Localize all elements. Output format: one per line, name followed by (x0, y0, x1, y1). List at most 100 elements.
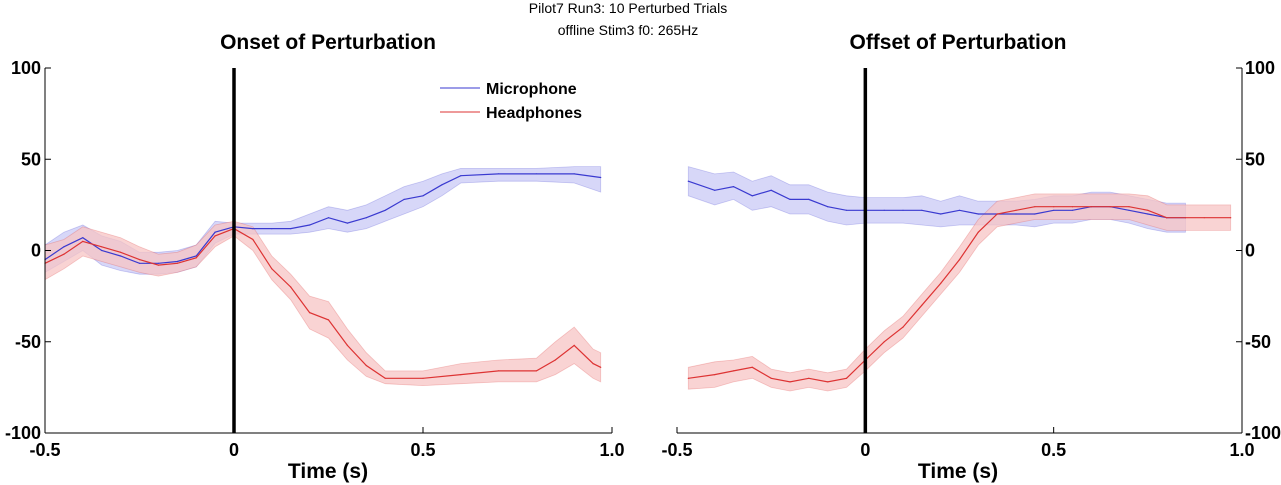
onset-headphones-point (138, 259, 141, 261)
onset-headphones-point (271, 268, 273, 270)
onset-x-ticks: -0.5 0 0.5 1.0 (29, 427, 625, 460)
onset-microphone-point (214, 231, 216, 233)
offset-headphones-point (940, 282, 942, 284)
onset-headphones-point (422, 377, 424, 379)
offset-headphones-point (1166, 217, 1168, 219)
onset-y-tick-label: -100 (5, 423, 41, 443)
onset-panel: Onset of Perturbation -100 -50 0 50 100 -0.5… (5, 31, 625, 483)
onset-microphone-point (157, 262, 159, 264)
legend-headphones-label: Headphones (486, 105, 582, 122)
onset-microphone-point (138, 262, 141, 264)
onset-x-axis-label: Time (s) (288, 460, 368, 483)
offset-headphones-point (714, 374, 716, 376)
offset-headphones-point (977, 231, 979, 233)
offset-microphone-point (845, 209, 848, 211)
offset-panel-title: Offset of Perturbation (849, 31, 1066, 54)
offset-y-tick-label: 50 (1245, 149, 1265, 169)
onset-microphone-point (63, 246, 65, 248)
onset-headphones-point (384, 377, 386, 379)
onset-x-tick-label: 0 (229, 440, 239, 460)
onset-headphones-point (82, 240, 84, 242)
offset-microphone-point (1034, 213, 1036, 215)
offset-headphones-point (732, 370, 735, 372)
onset-headphones-point (592, 363, 594, 365)
offset-x-tick-label: 0.5 (1041, 440, 1066, 460)
onset-y-tick-label: 100 (11, 58, 41, 78)
onset-headphones-point (309, 312, 311, 314)
offset-lines (687, 180, 1232, 383)
onset-microphone-point (309, 224, 311, 226)
offset-headphones-point (883, 341, 885, 343)
onset-microphone-point (384, 209, 386, 211)
onset-headphones-point (252, 238, 254, 241)
offset-headphones-point (845, 377, 848, 379)
offset-headphones-point (1053, 206, 1055, 208)
offset-microphone-point (827, 206, 829, 208)
offset-microphone-point (732, 186, 735, 188)
onset-y-tick-label: -50 (15, 332, 41, 352)
offset-headphones-point (808, 377, 810, 379)
onset-microphone-point (460, 175, 462, 177)
legend-microphone-label: Microphone (486, 81, 577, 98)
offset-microphone-point (751, 195, 753, 197)
offset-headphones-point (1109, 206, 1111, 208)
offset-x-tick-label: 0 (860, 440, 870, 460)
onset-microphone-point (365, 217, 367, 219)
offset-headphones-point (1034, 206, 1036, 208)
offset-headphones-point (1184, 217, 1187, 219)
offset-headphones-point (687, 377, 689, 379)
offset-headphones-point (1230, 217, 1232, 219)
onset-headphones-point (346, 344, 348, 346)
onset-microphone-point (403, 198, 405, 200)
onset-headphones-point (600, 366, 602, 368)
onset-microphone-point (422, 195, 424, 197)
offset-microphone-point (1015, 213, 1017, 215)
onset-headphones-point (535, 370, 538, 372)
onset-microphone-point (327, 217, 330, 219)
onset-headphones-point (498, 370, 500, 372)
onset-headphones-point (176, 262, 178, 264)
onset-y-tick-label: 50 (21, 149, 41, 169)
offset-headphones-point (1015, 209, 1017, 211)
offset-microphone-point (687, 180, 689, 182)
onset-headphones-point (554, 359, 556, 361)
onset-microphone-point (120, 255, 122, 257)
figure-suptitle-line1: Pilot7 Run3: 10 Perturbed Trials (529, 0, 727, 16)
figure-suptitle-line2: offline Stim3 f0: 265Hz (558, 22, 699, 38)
offset-microphone-point (902, 209, 904, 211)
offset-headphones-point (1147, 209, 1149, 211)
onset-microphone-point (82, 237, 84, 239)
offset-y-ticks: -100 -50 0 50 100 (1236, 58, 1281, 443)
offset-microphone-point (1128, 209, 1130, 211)
offset-headphones-point (1128, 206, 1130, 208)
offset-microphone-point (808, 198, 810, 200)
offset-microphone-point (883, 209, 885, 211)
onset-headphones-point (101, 246, 103, 248)
onset-headphones-point (195, 257, 197, 259)
onset-microphone-point (600, 176, 602, 179)
onset-microphone-point (290, 228, 292, 230)
onset-headphones-point (460, 374, 462, 376)
offset-headphones-point (902, 326, 904, 328)
onset-microphone-point (195, 255, 197, 257)
offset-y-tick-label: 0 (1245, 241, 1255, 261)
offset-headphones-point (996, 213, 998, 215)
offset-microphone-point (714, 189, 716, 191)
offset-headphones-point (1203, 217, 1205, 219)
onset-x-tick-label: 1.0 (599, 440, 624, 460)
offset-y-tick-label: -100 (1245, 423, 1281, 443)
onset-x-tick-label: -0.5 (29, 440, 60, 460)
offset-microphone-point (770, 189, 772, 191)
onset-headphones-point (365, 364, 367, 367)
onset-x-tick-label: 0.5 (410, 440, 435, 460)
offset-headphones-point (770, 377, 772, 379)
offset-headphones-band (687, 193, 1232, 392)
onset-headphones-point (573, 344, 575, 346)
onset-y-tick-label: 0 (31, 241, 41, 261)
onset-bands (44, 166, 602, 387)
offset-headphones-point (827, 381, 829, 383)
offset-microphone-point (977, 213, 979, 215)
onset-microphone-point (573, 173, 575, 175)
onset-lines (44, 173, 602, 379)
